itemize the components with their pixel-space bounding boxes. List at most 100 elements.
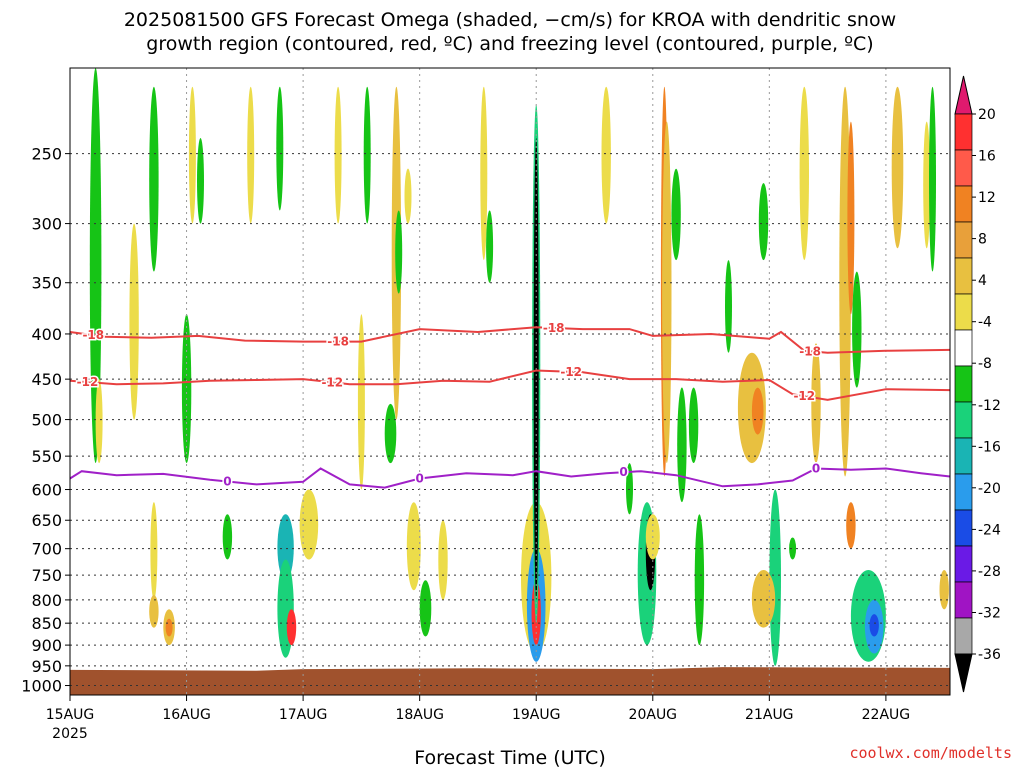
colorbar-band — [954, 221, 973, 259]
omega-shade-blob — [299, 489, 319, 560]
y-tick-label: 700 — [31, 540, 62, 559]
colorbar-band — [954, 509, 973, 547]
colorbar-band — [954, 185, 973, 223]
omega-shade-blob — [929, 86, 936, 272]
omega-shade-blob — [725, 260, 732, 353]
colorbar-tick-label: -16 — [978, 439, 1001, 455]
colorbar-tick-label: -20 — [978, 481, 1001, 497]
omega-shade-blob — [276, 86, 284, 211]
omega-shade-blob — [811, 343, 821, 464]
colorbar-band — [954, 293, 973, 331]
plot-area: -18 -18 -18 -18 -12 -12 -12 -12 0 0 0 0 — [69, 67, 951, 696]
ground-below-surface — [70, 667, 950, 695]
contour-label: -18 — [82, 328, 104, 342]
omega-shade-blob — [197, 138, 204, 224]
omega-shade-blob — [601, 86, 611, 224]
colorbar-band — [954, 437, 973, 475]
x-tick-label: 16AUG — [162, 707, 211, 723]
colorbar-band — [954, 149, 973, 187]
plot-frame — [69, 67, 951, 696]
chart-title-line-2: growth region (contoured, red, ºC) and f… — [146, 33, 873, 55]
y-tick-label: 950 — [31, 657, 62, 676]
contour-label: -18 — [543, 321, 565, 335]
omega-shade-blob — [846, 502, 856, 549]
x-axis-label: Forecast Time (UTC) — [414, 747, 605, 768]
contour-lines: -18 -18 -18 -18 -12 -12 -12 -12 0 0 0 0 — [69, 319, 951, 490]
omega-shade-blob — [357, 314, 365, 490]
omega-shade-blob — [480, 86, 488, 261]
x-tick-label: 17AUG — [279, 707, 328, 723]
contour-label: 0 — [416, 472, 424, 486]
x-tick-label: 21AUG — [745, 707, 794, 723]
omega-shade-blob — [751, 387, 764, 435]
omega-shade-blob — [671, 168, 681, 261]
colorbar-band — [954, 617, 973, 655]
y-tick-label: 1000 — [21, 677, 62, 696]
omega-shade-blob — [286, 609, 297, 646]
y-tick-label: 850 — [31, 614, 62, 633]
omega-shade-blob — [95, 379, 103, 464]
omega-shade-blob — [277, 514, 294, 581]
omega-shade-blob — [129, 223, 139, 420]
omega-shade-blob — [395, 210, 403, 294]
y-tick-label: 350 — [31, 274, 62, 293]
omega-shade-blob — [404, 168, 412, 224]
colorbar-tick-label: -28 — [978, 564, 1001, 580]
omega-shade-blob — [789, 537, 797, 560]
omega-shade-blob — [662, 121, 672, 464]
y-tick-label: 250 — [31, 145, 62, 164]
contour-line-0 — [69, 467, 951, 489]
omega-shade-blob — [769, 489, 781, 666]
omega-shade-blob — [89, 68, 102, 463]
omega-shade-blob — [847, 121, 855, 315]
colorbar: 20 16 12 8 4 -4 -8 -12 -16 -20 -24 -28 -32 -36 — [954, 75, 1001, 693]
contour-label: -18 — [799, 344, 821, 358]
contour-label: -12 — [793, 389, 815, 403]
omega-shade-blob — [758, 183, 769, 261]
omega-shade-blob — [188, 86, 196, 224]
omega-shade-blob — [363, 86, 371, 224]
omega-shade-blob — [694, 514, 705, 646]
omega-shade-blob — [677, 387, 687, 503]
x-tick-label: 20AUG — [629, 707, 678, 723]
y-tick-label: 650 — [31, 511, 62, 530]
omega-shade-blob — [181, 314, 192, 464]
colorbar-band — [954, 257, 973, 295]
ground-surface — [70, 667, 950, 695]
omega-shade-blob — [852, 271, 862, 388]
omega-shade-blob — [486, 210, 494, 283]
contour-line--12 — [69, 369, 951, 401]
chart-title-line-1: 2025081500 GFS Forecast Omega (shaded, −… — [124, 9, 896, 31]
y-axis-pressure: 250 300 350 400 450 500 550 600 650 700 750 800 850 9… — [21, 145, 70, 696]
colorbar-band — [954, 473, 973, 511]
omega-shade-blob — [751, 570, 776, 628]
colorbar-tick-label: 16 — [978, 149, 996, 165]
omega-shade-blob — [799, 86, 809, 261]
contour-label: -12 — [321, 375, 343, 389]
omega-shade-blob — [149, 595, 159, 628]
y-tick-label: 300 — [31, 215, 62, 234]
y-tick-label: 450 — [31, 370, 62, 389]
colorbar-tick-label: 12 — [978, 190, 996, 206]
contour-label: -12 — [77, 375, 99, 389]
contour-label: 0 — [223, 475, 231, 489]
contour-label: 0 — [812, 462, 820, 476]
colorbar-tick-label: -4 — [978, 315, 992, 331]
colorbar-band — [954, 401, 973, 439]
x-tick-label: 18AUG — [395, 707, 444, 723]
colorbar-tick-label: -8 — [978, 356, 992, 372]
omega-shade-blob — [384, 403, 397, 464]
contour-label: 0 — [619, 465, 627, 479]
omega-shade-blob — [334, 86, 342, 224]
x-tick-label: 15AUG — [46, 707, 95, 723]
omega-shade-blob — [165, 618, 173, 637]
omega-shade-blob — [150, 502, 158, 600]
omega-shade-blob — [222, 514, 233, 560]
omega-shade-blob — [626, 463, 633, 515]
omega-shade-blob — [939, 570, 949, 610]
colorbar-band — [954, 581, 973, 619]
y-tick-label: 500 — [31, 411, 62, 430]
omega-shade-blob — [149, 86, 159, 272]
colorbar-band — [954, 365, 973, 403]
